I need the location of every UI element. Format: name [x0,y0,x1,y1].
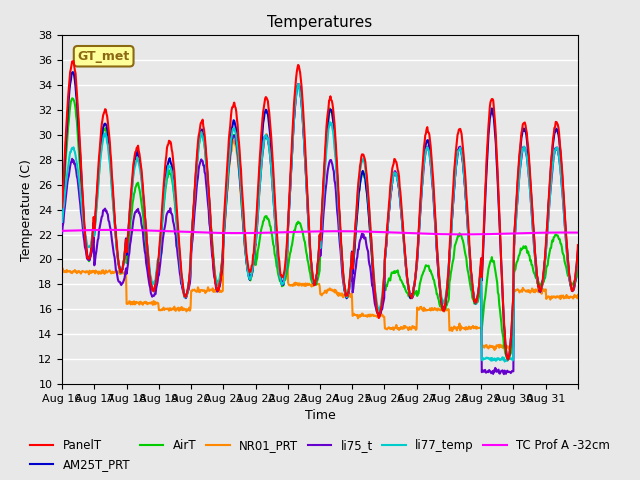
AM25T_PRT [58,209,66,215]
NR01_PRT [214,288,221,294]
TC Prof A -32cm [459,231,467,237]
AM25T_PRT [574,248,582,253]
li77_temp [574,250,582,256]
AM25T_PRT [120,262,127,267]
AirT [403,289,410,295]
NR01_PRT [374,314,381,320]
li75_t [574,251,582,257]
li75_t [294,82,302,88]
Line: AirT: AirT [62,98,578,360]
Y-axis label: Temperature (C): Temperature (C) [20,159,33,261]
TC Prof A -32cm [574,230,582,236]
li75_t [259,150,266,156]
PanelT [70,58,77,64]
TC Prof A -32cm [259,230,267,236]
li77_temp [58,219,66,225]
AM25T_PRT [374,310,381,316]
Line: AM25T_PRT: AM25T_PRT [62,72,578,358]
li77_temp [259,149,266,155]
PanelT [574,242,582,248]
Title: Temperatures: Temperatures [268,15,372,30]
AirT [574,268,582,274]
li77_temp [500,359,508,364]
Text: GT_met: GT_met [77,50,130,63]
NR01_PRT [259,151,266,157]
Line: TC Prof A -32cm: TC Prof A -32cm [62,230,578,234]
AirT [240,227,248,232]
TC Prof A -32cm [214,230,222,236]
li77_temp [239,215,247,221]
AirT [214,281,222,287]
AirT [259,218,267,224]
AirT [374,310,381,315]
li77_temp [119,265,127,271]
NR01_PRT [574,292,582,298]
PanelT [214,288,222,293]
TC Prof A -32cm [374,229,381,235]
Line: PanelT: PanelT [62,61,578,360]
X-axis label: Time: Time [305,409,335,422]
Legend: PanelT, AM25T_PRT, AirT, NR01_PRT, li75_t, li77_temp, TC Prof A -32cm: PanelT, AM25T_PRT, AirT, NR01_PRT, li75_… [25,434,615,476]
AM25T_PRT [259,120,267,126]
AM25T_PRT [69,69,77,75]
PanelT [120,261,127,266]
Line: li75_t: li75_t [62,85,578,374]
NR01_PRT [403,324,410,330]
PanelT [259,109,267,115]
AirT [120,261,127,267]
AM25T_PRT [403,268,410,274]
li75_t [374,309,381,315]
AirT [504,357,511,362]
NR01_PRT [262,131,270,137]
Line: NR01_PRT: NR01_PRT [62,134,578,350]
PanelT [58,204,66,210]
TC Prof A -32cm [109,227,116,233]
NR01_PRT [239,220,247,226]
li77_temp [374,304,381,310]
li75_t [403,268,410,274]
TC Prof A -32cm [120,227,127,233]
NR01_PRT [58,267,66,273]
li77_temp [295,81,303,87]
AirT [58,214,66,220]
li75_t [500,371,508,377]
li77_temp [214,282,221,288]
AM25T_PRT [214,286,222,292]
AirT [68,96,76,101]
li75_t [119,280,127,286]
li75_t [239,218,247,224]
PanelT [374,310,381,316]
Line: li77_temp: li77_temp [62,84,578,361]
TC Prof A -32cm [58,228,66,234]
AM25T_PRT [240,222,248,228]
li75_t [214,288,221,294]
PanelT [240,211,248,216]
AM25T_PRT [504,355,512,361]
PanelT [403,266,410,272]
PanelT [504,357,512,362]
TC Prof A -32cm [403,230,410,236]
li75_t [58,230,66,236]
NR01_PRT [491,347,499,353]
NR01_PRT [119,269,127,275]
li77_temp [403,269,410,275]
TC Prof A -32cm [240,230,248,236]
